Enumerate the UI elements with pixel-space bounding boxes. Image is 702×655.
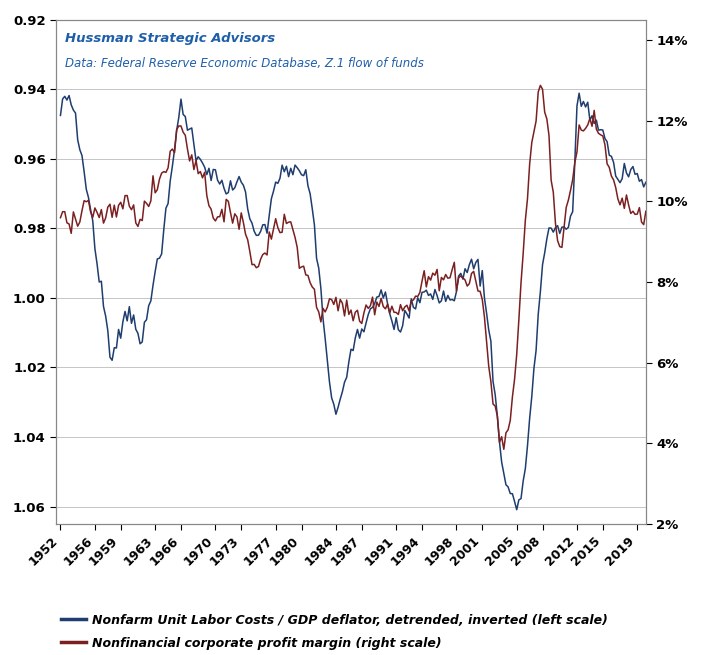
Nonfinancial corporate profit margin (right scale) — [377, 294, 385, 302]
Line: Nonfinancial corporate profit margin (right scale): Nonfinancial corporate profit margin (ri… — [60, 85, 646, 449]
Legend: Nonfarm Unit Labor Costs / GDP deflator, detrended, inverted (left scale), Nonfi: Nonfarm Unit Labor Costs / GDP deflator,… — [56, 609, 614, 655]
Nonfinancial corporate profit margin (right scale) — [642, 208, 650, 215]
Nonfarm Unit Labor Costs / GDP deflator, detrended, inverted (left scale) — [575, 89, 583, 97]
Nonfarm Unit Labor Costs / GDP deflator, detrended, inverted (left scale) — [394, 326, 402, 333]
Nonfarm Unit Labor Costs / GDP deflator, detrended, inverted (left scale) — [642, 178, 650, 186]
Nonfinancial corporate profit margin (right scale) — [196, 168, 204, 176]
Nonfarm Unit Labor Costs / GDP deflator, detrended, inverted (left scale) — [377, 286, 385, 294]
Nonfarm Unit Labor Costs / GDP deflator, detrended, inverted (left scale) — [196, 155, 204, 163]
Text: Hussman Strategic Advisors: Hussman Strategic Advisors — [65, 32, 275, 45]
Nonfarm Unit Labor Costs / GDP deflator, detrended, inverted (left scale) — [321, 335, 329, 343]
Nonfinancial corporate profit margin (right scale) — [56, 214, 65, 221]
Nonfarm Unit Labor Costs / GDP deflator, detrended, inverted (left scale) — [270, 187, 278, 195]
Nonfarm Unit Labor Costs / GDP deflator, detrended, inverted (left scale) — [300, 172, 308, 179]
Nonfinancial corporate profit margin (right scale) — [500, 445, 508, 453]
Nonfinancial corporate profit margin (right scale) — [536, 81, 545, 89]
Nonfarm Unit Labor Costs / GDP deflator, detrended, inverted (left scale) — [512, 506, 521, 514]
Nonfinancial corporate profit margin (right scale) — [394, 310, 402, 318]
Nonfinancial corporate profit margin (right scale) — [321, 308, 329, 316]
Text: Data: Federal Reserve Economic Database, Z.1 flow of funds: Data: Federal Reserve Economic Database,… — [65, 58, 424, 71]
Nonfinancial corporate profit margin (right scale) — [300, 262, 308, 270]
Nonfarm Unit Labor Costs / GDP deflator, detrended, inverted (left scale) — [56, 111, 65, 119]
Line: Nonfarm Unit Labor Costs / GDP deflator, detrended, inverted (left scale): Nonfarm Unit Labor Costs / GDP deflator,… — [60, 93, 646, 510]
Nonfinancial corporate profit margin (right scale) — [270, 225, 278, 233]
